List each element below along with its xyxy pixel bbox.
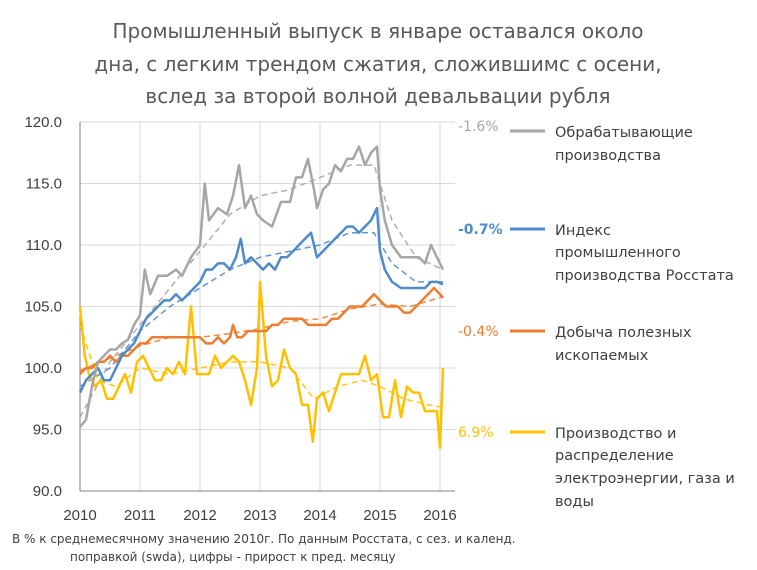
footnote: В % к среднемесячному значению 2010г. По… bbox=[12, 532, 516, 564]
legend-label: Добыча полезных bbox=[555, 325, 692, 341]
legend-label: производства bbox=[555, 148, 661, 164]
series-lines bbox=[78, 145, 445, 450]
annotation-mining: -0.4% bbox=[458, 324, 499, 340]
y-tick-label: 100.0 bbox=[24, 360, 62, 377]
legend-label: производства Росстата bbox=[555, 268, 734, 284]
title-line: дна, с легким трендом сжатия, сложившимс… bbox=[94, 52, 661, 76]
legend-item-mining: Добыча полезных ископаемых bbox=[510, 325, 692, 364]
legend-item-ipi: Индекс промышленного производства Росстата bbox=[510, 223, 734, 284]
title-line: вслед за второй волной девальвации рубля bbox=[145, 84, 610, 108]
x-tick-label: 2010 bbox=[63, 507, 96, 524]
x-tick-label: 2011 bbox=[124, 507, 156, 524]
x-tick-label: 2014 bbox=[303, 507, 336, 524]
trend-line-ipi bbox=[79, 231, 443, 388]
legend-label: Обрабатывающие bbox=[555, 125, 693, 141]
footnote-line: поправкой (swda), цифры - прирост к пред… bbox=[70, 550, 396, 564]
annotation-manuf: -1.6% bbox=[458, 119, 499, 135]
chart-title: Промышленный выпуск в январе оставался о… bbox=[94, 19, 661, 108]
trend-line-mining bbox=[79, 295, 444, 372]
legend-label: электроэнергии, газа и bbox=[555, 471, 735, 487]
y-tick-label: 105.0 bbox=[24, 299, 62, 316]
end-annotations: -1.6% -0.7% -0.4% 6.9% bbox=[458, 119, 503, 441]
trend-line-manuf bbox=[79, 164, 444, 418]
series-line-mining bbox=[79, 286, 444, 375]
annotation-utilities: 6.9% bbox=[458, 425, 494, 441]
legend-label: Индекс bbox=[555, 223, 611, 239]
y-tick-label: 120.0 bbox=[24, 114, 62, 131]
legend-label: промышленного bbox=[555, 245, 681, 261]
y-tick-label: 95.0 bbox=[33, 422, 62, 439]
y-tick-label: 115.0 bbox=[26, 176, 62, 193]
footnote-line: В % к среднемесячному значению 2010г. По… bbox=[12, 532, 516, 546]
y-tick-label: 90.0 bbox=[33, 483, 62, 500]
legend-label: ископаемых bbox=[555, 348, 649, 364]
legend-label: распределение bbox=[555, 448, 674, 464]
series-line-ipi bbox=[78, 206, 444, 394]
series-line-manuf bbox=[79, 145, 445, 428]
x-tick-label: 2012 bbox=[183, 507, 216, 524]
title-line: Промышленный выпуск в январе оставался о… bbox=[112, 19, 643, 43]
x-tick-label: 2013 bbox=[243, 507, 276, 524]
legend: Обрабатывающие производства Индекс промышле… bbox=[510, 125, 735, 510]
y-tick-label: 110.0 bbox=[26, 237, 62, 254]
series-line-utilities bbox=[78, 280, 445, 450]
x-tick-label: 2016 bbox=[423, 507, 456, 524]
x-tick-label: 2015 bbox=[363, 507, 396, 524]
annotation-ipi: -0.7% bbox=[458, 222, 503, 238]
axes: 90.0 95.0 100.0 105.0 110.0 115.0 120.0 2010 201… bbox=[24, 114, 456, 524]
legend-item-utilities: Производство и распределение электроэнерги… bbox=[510, 426, 735, 510]
legend-item-manuf: Обрабатывающие производства bbox=[510, 125, 693, 164]
legend-label: Производство и bbox=[555, 426, 676, 442]
legend-label: воды bbox=[555, 494, 594, 510]
